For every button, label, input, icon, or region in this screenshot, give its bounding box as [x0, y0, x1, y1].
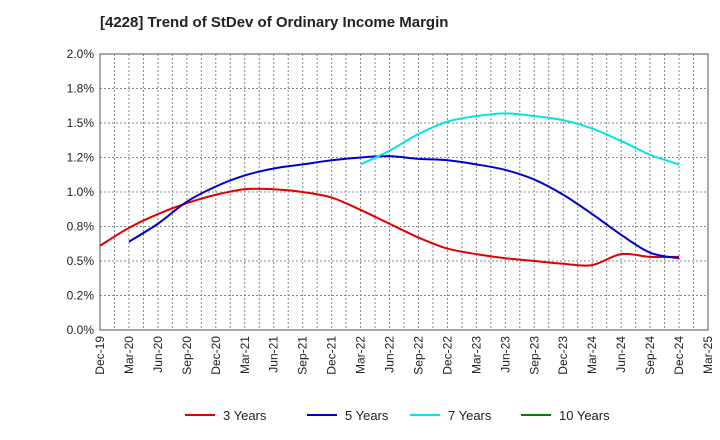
y-tick-label: 1.0% — [67, 185, 95, 199]
x-tick-label: Jun-21 — [267, 336, 281, 373]
legend-label-3-years: 3 Years — [223, 408, 267, 423]
x-tick-label: Sep-24 — [643, 336, 657, 375]
series-line-5-years — [128, 155, 680, 260]
x-tick-label: Sep-20 — [180, 336, 194, 375]
axes: 0.0% 0.2% 0.5% 0.8% 1.0% 1.2% 1.5% 1.8% 2.0% Dec-… — [67, 47, 715, 375]
x-tick-label: Jun-22 — [383, 336, 397, 373]
plot-border — [99, 53, 709, 331]
series-line-7-years — [360, 112, 680, 166]
x-tick-label: Jun-23 — [498, 336, 512, 373]
x-tick-label: Dec-22 — [440, 336, 454, 375]
x-tick-label: Jun-20 — [151, 336, 165, 373]
y-tick-label: 0.2% — [67, 289, 95, 303]
y-tick-label: 1.2% — [67, 151, 95, 165]
x-tick-label: Dec-23 — [556, 336, 570, 375]
y-tick-label: 1.8% — [67, 82, 95, 96]
x-tick-label: Dec-24 — [672, 336, 686, 375]
x-tick-label: Sep-21 — [296, 336, 310, 375]
legend-label-7-years: 7 Years — [448, 408, 492, 423]
x-tick-label: Mar-21 — [238, 336, 252, 374]
y-tick-label: 0.0% — [67, 323, 95, 337]
x-tick-label: Mar-22 — [354, 336, 368, 374]
x-tick-label: Sep-22 — [411, 336, 425, 375]
series-lines — [99, 112, 680, 267]
x-tick-label: Mar-24 — [585, 336, 599, 374]
x-tick-label: Dec-20 — [209, 336, 223, 375]
x-tick-label: Mar-20 — [122, 336, 136, 374]
legend-label-10-years: 10 Years — [559, 408, 610, 423]
x-tick-label: Dec-19 — [93, 336, 107, 375]
x-tick-label: Mar-25 — [701, 336, 715, 374]
x-tick-label: Sep-23 — [527, 336, 541, 375]
y-tick-label: 1.5% — [67, 116, 95, 130]
y-tick-label: 2.0% — [67, 47, 95, 61]
y-tick-label: 0.8% — [67, 220, 95, 234]
x-tick-label: Mar-23 — [469, 336, 483, 374]
legend: 3 Years 5 Years 7 Years 10 Years — [185, 408, 610, 423]
y-tick-label: 0.5% — [67, 254, 95, 268]
x-tick-label: Dec-21 — [325, 336, 339, 375]
legend-label-5-years: 5 Years — [345, 408, 389, 423]
series-line-3-years — [99, 187, 680, 267]
x-tick-label: Jun-24 — [614, 336, 628, 373]
chart-title: [4228] Trend of StDev of Ordinary Income… — [100, 14, 449, 31]
